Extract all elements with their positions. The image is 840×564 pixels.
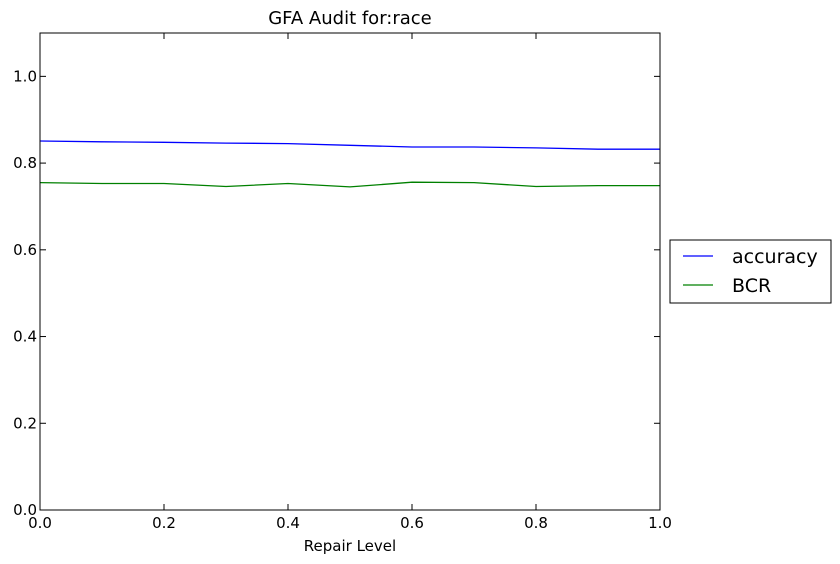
chart-title: GFA Audit for:race [268,8,432,29]
legend-box [669,239,832,304]
plot-frame [39,32,661,511]
y-tick-label: 0.6 [13,241,37,259]
y-tick-label: 0.2 [13,414,37,432]
x-tick-label: 0.6 [400,514,424,532]
y-tick-label: 0.4 [13,328,37,346]
x-tick-label: 1.0 [648,514,672,532]
series-line-accuracy [39,140,660,150]
x-tick-label: 0.2 [152,514,176,532]
y-tick-label: 1.0 [13,67,37,85]
legend: accuracy BCR [669,239,832,304]
x-axis-label: Repair Level [304,537,396,555]
y-tick-label: 0.0 [13,501,37,519]
x-tick-label: 0.0 [28,514,52,532]
y-tick-label: 0.8 [13,154,37,172]
x-tick-label: 0.4 [276,514,300,532]
series-line-bcr [39,181,660,188]
legend-items: accuracy BCR [683,246,818,297]
x-tick-label: 0.8 [524,514,548,532]
legend-label-bcr: BCR [732,275,771,297]
legend-label-accuracy: accuracy [732,246,818,268]
series-layer [39,140,660,188]
ticks-layer: 0.0 0.2 0.4 0.6 0.8 1.0 0.0 0.2 0.4 0.6 0.8 1.0 [13,33,672,532]
